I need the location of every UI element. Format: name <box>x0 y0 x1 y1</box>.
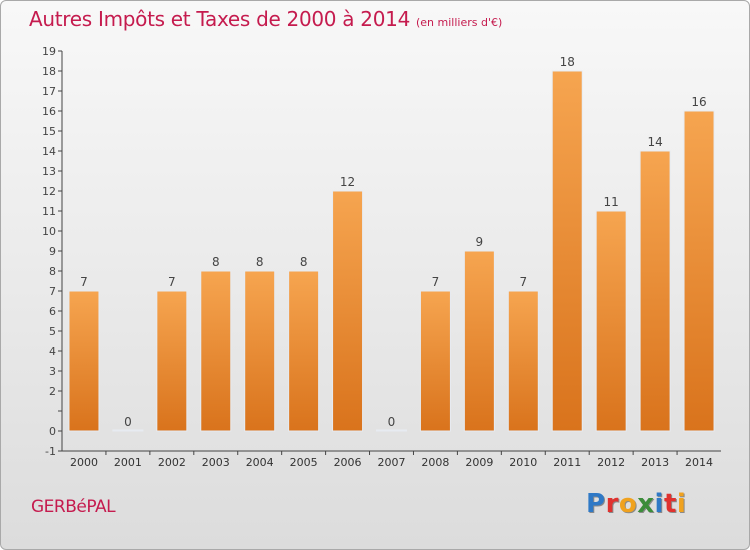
y-tick-label: 13 <box>42 165 56 178</box>
x-tick-label: 2014 <box>685 456 713 469</box>
y-tick-label: 15 <box>42 125 56 138</box>
y-tick-label: 14 <box>42 145 56 158</box>
x-tick-label: 2008 <box>421 456 449 469</box>
x-tick-label: 2013 <box>641 456 669 469</box>
y-tick-label: 5 <box>49 325 56 338</box>
y-tick-label: 12 <box>42 185 56 198</box>
y-tick-label: 7 <box>49 285 56 298</box>
bar <box>244 270 276 432</box>
bar <box>507 290 539 432</box>
x-tick-label: 2001 <box>114 456 142 469</box>
bar <box>639 150 671 432</box>
data-label: 7 <box>519 275 527 289</box>
chart-subtitle: (en milliers d'€) <box>416 16 503 29</box>
y-tick-label: 8 <box>49 265 56 278</box>
logo-letter: o <box>618 489 638 519</box>
logo-letter: t <box>663 489 677 519</box>
bar <box>156 290 188 432</box>
y-tick-label: 2 <box>49 385 56 398</box>
y-tick-label: 17 <box>42 85 56 98</box>
chart-title: Autres Impôts et Taxes de 2000 à 2014 (en… <box>29 7 502 31</box>
bar <box>551 70 583 432</box>
x-axis: 2000 2001 2002 2003 2004 2005 2006 2007 2008 2009… <box>62 450 721 469</box>
y-tick-label: 6 <box>49 305 56 318</box>
data-label: 0 <box>124 415 132 429</box>
data-label: 8 <box>256 255 264 269</box>
bar <box>683 110 715 432</box>
bar <box>112 429 144 432</box>
data-label: 7 <box>80 275 88 289</box>
x-tick-label: 2005 <box>290 456 318 469</box>
bar <box>332 190 364 432</box>
y-tick-label: 4 <box>49 345 56 358</box>
logo-letter: x <box>637 489 655 519</box>
y-tick-label: 0 <box>49 425 56 438</box>
x-tick-label: 2004 <box>246 456 274 469</box>
x-tick-label: 2002 <box>158 456 186 469</box>
logo-letter: r <box>605 489 619 519</box>
x-tick-label: 2011 <box>553 456 581 469</box>
x-tick-label: 2010 <box>509 456 537 469</box>
logo-letter: i <box>654 489 664 519</box>
bar <box>376 429 407 432</box>
data-label: 7 <box>432 275 440 289</box>
logo-letter: P <box>586 489 606 519</box>
x-tick-label: 2012 <box>597 456 625 469</box>
logo-letter: i <box>676 489 687 519</box>
bar <box>68 290 100 432</box>
y-tick-label: 10 <box>42 225 56 238</box>
x-tick-label: 2003 <box>202 456 230 469</box>
x-tick-label: 2007 <box>378 456 406 469</box>
data-label: 7 <box>168 275 176 289</box>
y-tick-label: -1 <box>45 445 56 458</box>
y-tick-label: 16 <box>42 105 56 118</box>
bar <box>595 210 627 432</box>
data-label: 18 <box>560 55 575 69</box>
x-tick-label: 2000 <box>70 456 98 469</box>
y-tick-label: 3 <box>49 365 56 378</box>
bar <box>200 270 232 432</box>
bar <box>288 270 320 432</box>
data-label: 11 <box>604 195 619 209</box>
bar <box>463 250 495 432</box>
data-label: 8 <box>300 255 308 269</box>
proxiti-logo[interactable]: Proxiti <box>586 489 686 519</box>
bar <box>419 290 451 432</box>
y-tick-label: 9 <box>49 245 56 258</box>
y-tick-label: 18 <box>42 65 56 78</box>
chart-title-text: Autres Impôts et Taxes de 2000 à 2014 <box>29 7 410 31</box>
data-label: 16 <box>691 95 706 109</box>
data-label: 9 <box>476 235 484 249</box>
data-label: 0 <box>388 415 396 429</box>
y-axis: -1 0 2 3 4 5 6 7 8 9 10 11 12 13 14 15 16 17 18 19 <box>42 45 63 458</box>
bars <box>68 70 715 432</box>
x-tick-label: 2006 <box>334 456 362 469</box>
y-tick-label: 11 <box>42 205 56 218</box>
x-tick-label: 2009 <box>465 456 493 469</box>
data-label: 14 <box>647 135 662 149</box>
y-tick-label: 19 <box>42 45 56 58</box>
data-label: 12 <box>340 175 355 189</box>
data-labels: 7 0 7 8 8 8 12 0 7 9 7 18 11 14 16 <box>80 55 707 429</box>
data-label: 8 <box>212 255 220 269</box>
town-name: GERBéPAL <box>31 497 116 517</box>
